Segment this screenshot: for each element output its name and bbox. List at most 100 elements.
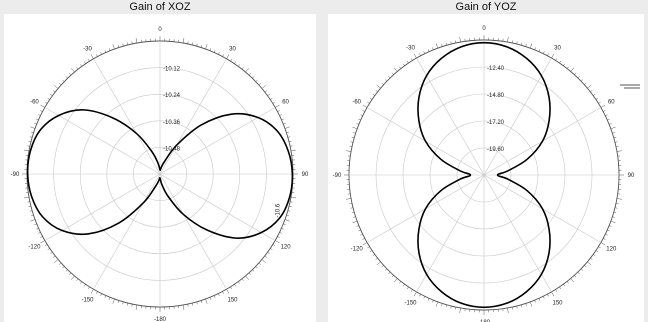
perimeter-tick (610, 126, 616, 130)
perimeter-tick (587, 84, 592, 89)
angle-tick-label: 60 (282, 100, 289, 106)
perimeter-tick (445, 304, 448, 308)
perimeter-tick (69, 73, 72, 76)
perimeter-tick (187, 304, 189, 307)
angle-tick-label: 150 (552, 300, 563, 306)
perimeter-tick (432, 47, 434, 50)
perimeter-tick (196, 43, 198, 47)
perimeter-tick (402, 63, 405, 66)
chart-title-yoz: Gain of YOZ (455, 1, 517, 13)
perimeter-tick (84, 284, 86, 287)
angle-tick-label: 30 (229, 46, 236, 52)
polar-grid-yoz (344, 35, 624, 315)
perimeter-tick (616, 198, 622, 200)
perimeter-tick (267, 251, 270, 254)
perimeter-tick (388, 271, 391, 275)
perimeter-tick (547, 53, 549, 56)
perimeter-tick (566, 66, 569, 69)
perimeter-tick (423, 51, 426, 54)
chart-panel-yoz: Gain of YOZ 0 30 60 90 120 150 -180 -150 -120 -90… (328, 1, 644, 322)
perimeter-tick (80, 64, 83, 67)
perimeter-tick (362, 110, 365, 112)
perimeter-tick (511, 306, 513, 310)
perimeter-tick (87, 58, 90, 62)
perimeter-tick (427, 298, 430, 301)
angle-tick-label: 30 (554, 46, 561, 52)
perimeter-tick (59, 262, 62, 265)
perimeter-tick (237, 64, 240, 67)
perimeter-tick (131, 41, 133, 44)
perimeter-tick (36, 118, 39, 121)
perimeter-tick (580, 268, 584, 271)
angle-tick-label: 90 (628, 173, 635, 179)
perimeter-tick (614, 207, 618, 209)
perimeter-tick (406, 60, 409, 64)
perimeter-tick (362, 238, 365, 240)
perimeter-tick (241, 278, 244, 281)
perimeter-tick (529, 43, 533, 49)
perimeter-tick (607, 118, 610, 121)
perimeter-tick (580, 79, 584, 82)
perimeter-tick (122, 43, 124, 47)
perimeter-tick (547, 294, 549, 297)
perimeter-tick (600, 242, 606, 246)
perimeter-tick (605, 233, 608, 236)
perimeter-tick (587, 261, 592, 266)
perimeter-tick (252, 76, 255, 79)
perimeter-tick (288, 140, 292, 143)
perimeter-tick (117, 45, 120, 48)
perimeter-tick (200, 45, 203, 48)
perimeter-tick (29, 210, 33, 212)
perimeter-tick (255, 266, 258, 269)
chart-title-xoz: Gain of XOZ (129, 1, 191, 13)
perimeter-tick (100, 52, 102, 55)
polar-grid-xoz (22, 36, 298, 312)
perimeter-tick (277, 110, 280, 112)
perimeter-tick (44, 101, 48, 104)
perimeter-tick (71, 275, 75, 280)
angle-tick-label: -90 (11, 172, 20, 178)
perimeter-tick (261, 259, 266, 263)
perimeter-tick (258, 83, 261, 86)
perimeter-tick (615, 202, 619, 204)
perimeter-tick (563, 284, 566, 287)
perimeter-tick (455, 306, 457, 310)
perimeter-tick (598, 246, 601, 249)
perimeter-tick (40, 240, 45, 244)
perimeter-tick (551, 53, 555, 59)
ring-label: -17.20 (487, 120, 505, 126)
perimeter-tick (459, 307, 461, 313)
perimeter-tick (283, 223, 286, 225)
angle-tick-label: 90 (302, 172, 309, 178)
perimeter-tick (275, 240, 280, 244)
perimeter-tick (284, 126, 290, 129)
perimeter-tick (40, 236, 43, 238)
grid-spoke (159, 58, 227, 175)
grid-spoke (159, 173, 227, 290)
perimeter-tick (356, 225, 359, 227)
perimeter-tick (525, 303, 527, 306)
perimeter-tick (349, 202, 353, 204)
perimeter-tick (459, 37, 461, 43)
perimeter-tick (570, 67, 575, 72)
perimeter-tick (218, 293, 220, 296)
perimeter-tick (209, 48, 211, 51)
perimeter-tick (59, 83, 62, 86)
perimeter-tick (367, 101, 370, 104)
perimeter-tick (36, 227, 39, 230)
perimeter-tick (555, 58, 558, 61)
perimeter-tick (131, 304, 133, 307)
perimeter-tick (209, 297, 211, 300)
ring-label: -10.36 (163, 120, 181, 126)
perimeter-tick (109, 297, 111, 300)
perimeter-tick (267, 94, 270, 97)
perimeter-tick (283, 123, 286, 125)
perimeter-tick (349, 146, 353, 148)
perimeter-tick (69, 272, 72, 275)
perimeter-tick (47, 98, 50, 100)
perimeter-tick (613, 136, 617, 139)
perimeter-tick (24, 196, 30, 199)
perimeter-tick (84, 61, 86, 64)
perimeter-tick (615, 146, 619, 148)
perimeter-tick (272, 244, 276, 247)
